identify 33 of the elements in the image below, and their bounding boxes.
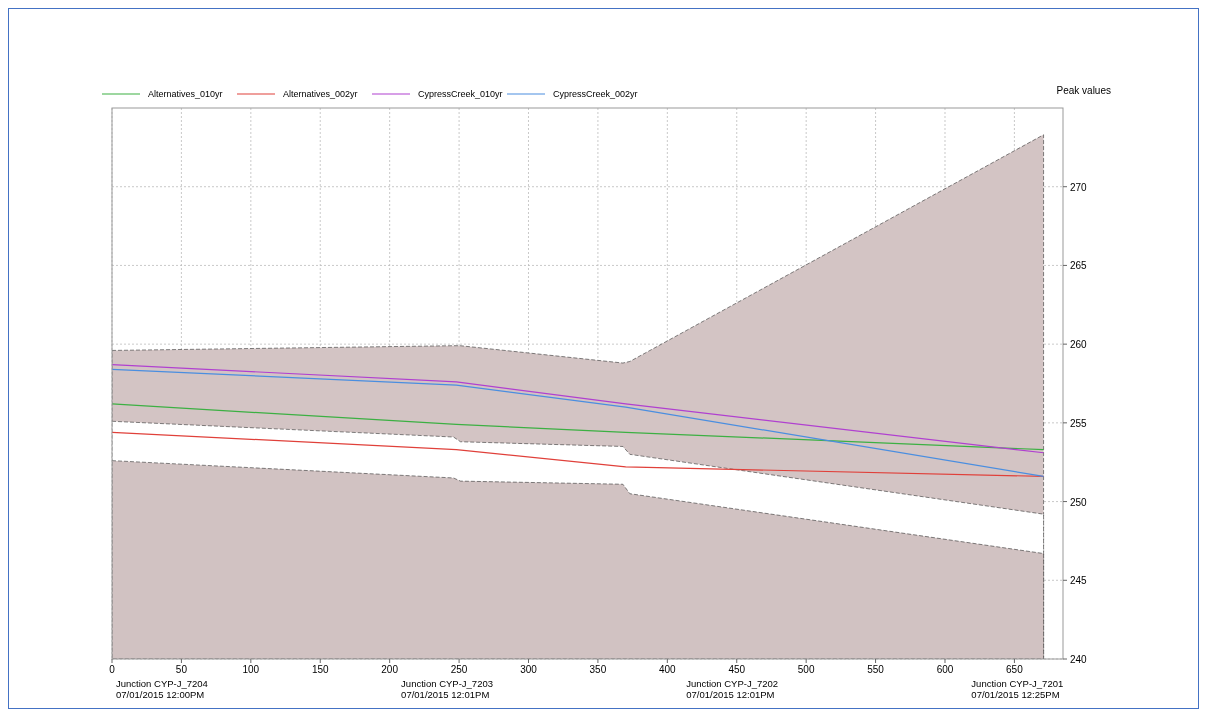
x-tick-label: 0 [109,664,116,675]
text: Junction CYP-J_7202 07/01/2015 12:01PM [686,678,779,700]
text: Junction CYP-J_7204 07/01/2015 12:00PM [116,678,208,700]
x-tick-label: 400 [658,664,677,675]
line-series [112,368,1045,477]
y-tick-label: 250 [1070,496,1088,508]
x-tick-label: 250 [450,664,468,675]
legend-label: CypressCreek_002yr [553,89,638,99]
x-tick-label: 600 [936,664,954,675]
y-axis-title: Peak values [1056,85,1111,96]
y-tick-label: 240 [1070,654,1088,665]
y-tick-label: 265 [1070,260,1088,272]
text: Junction CYP-J_7203 07/01/2015 12:01PM [401,678,494,700]
x-tick-label: 300 [520,664,538,675]
x-tick-label: 650 [1006,664,1024,675]
legend-label: Alternatives_010yr [148,89,223,99]
x-tick-label: 150 [311,664,330,675]
text: Junction CYP-J_7201 07/01/2015 12:25PM [971,678,1064,700]
x-tick-label: 500 [797,664,815,675]
legend-label: CypressCreek_010yr [418,89,503,99]
y-tick-label: 270 [1070,181,1088,193]
x-tick-label: 100 [242,664,260,675]
y-tick-label: 245 [1070,575,1088,587]
x-tick-label: 550 [867,664,885,675]
x-tick-label: 50 [175,664,188,675]
x-tick-label: 450 [728,664,746,675]
y-tick-label: 260 [1070,339,1088,351]
legend-label: Alternatives_002yr [283,89,358,99]
line-series [112,403,1045,451]
line-series [112,364,1045,454]
y-tick-label: 255 [1070,417,1088,429]
x-tick-label: 350 [589,664,607,675]
x-tick-label: 200 [381,664,399,675]
